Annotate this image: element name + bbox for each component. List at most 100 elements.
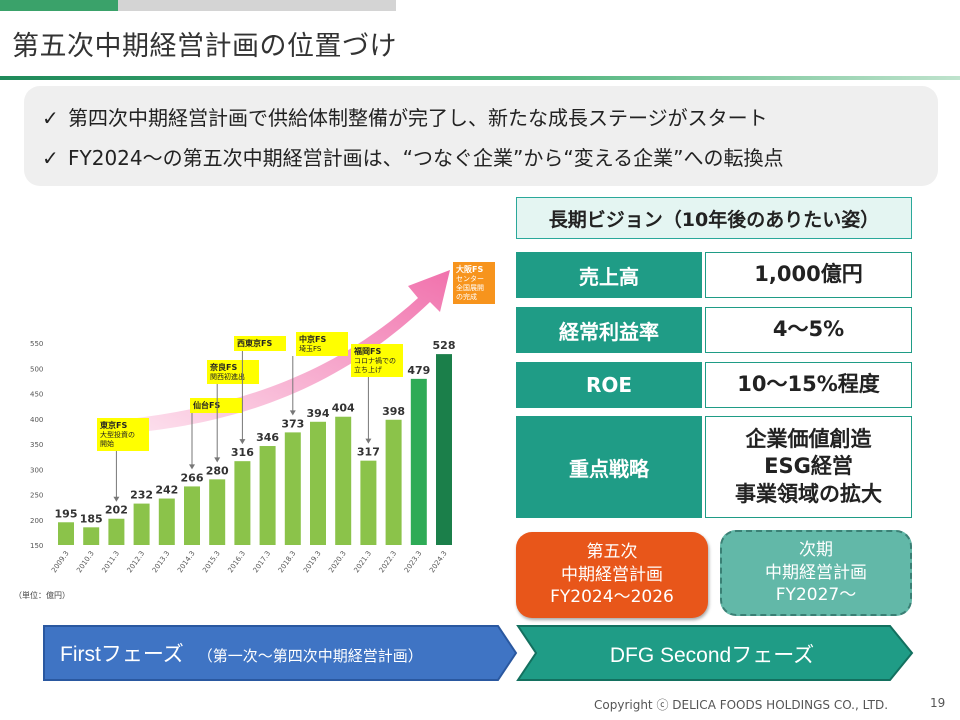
vision-value: 企業価値創造 ESG経営 事業領域の拡大: [705, 416, 912, 518]
strategy-item: 事業領域の拡大: [735, 481, 882, 506]
second-phase-arrow: [516, 625, 914, 681]
chart-bar: [335, 416, 352, 545]
vision-label: 売上高: [516, 252, 702, 298]
x-tick-label: 2018.3: [277, 550, 298, 575]
callout-box: [453, 262, 495, 304]
summary-bullet: ✓ FY2024～の第五次中期経営計画は、“つなぐ企業”から“変える企業”への転換…: [42, 142, 783, 171]
x-tick-label: 2020.3: [327, 550, 348, 575]
vision-row-sales: 売上高 1,000億円: [516, 252, 912, 298]
chart-bar: [259, 446, 276, 545]
header-accent-bar: [0, 0, 118, 11]
callout-text: 関西初進出: [210, 372, 245, 381]
bar-value-label: 394: [307, 407, 330, 420]
chart-bar: [385, 419, 402, 545]
callout-box: [296, 332, 348, 356]
bar-value-label: 528: [433, 339, 456, 352]
chart-bar: [108, 518, 125, 545]
phase-arrows: Firstフェーズ （第一次～第四次中期経営計画） DFG Secondフェーズ: [43, 625, 914, 681]
x-tick-label: 2012.3: [126, 550, 147, 575]
y-tick-label: 500: [30, 365, 43, 373]
vision-value: 10～15%程度: [705, 362, 912, 408]
callout-text: 中京FS: [299, 334, 326, 344]
growth-arrow: [120, 270, 450, 434]
page-number: 19: [930, 696, 946, 710]
x-tick-label: 2009.3: [50, 550, 71, 575]
bullet-text: 第四次中期経営計画で供給体制整備が完了し、新たな成長ステージがスタート: [68, 106, 768, 130]
callout-arrowhead: [189, 464, 195, 470]
callout-arrowhead: [239, 439, 246, 445]
x-tick-label: 2021.3: [352, 550, 373, 575]
x-tick-label: 2022.3: [378, 550, 399, 575]
callout-text: 大型投資の: [100, 430, 135, 439]
first-phase-label: Firstフェーズ: [60, 643, 184, 666]
chart-bar: [410, 378, 427, 545]
callout-box: [351, 344, 403, 377]
callout-text: コロナ禍での: [354, 356, 396, 365]
callout-text: 奈良FS: [209, 362, 237, 372]
summary-bullet: ✓ 第四次中期経営計画で供給体制整備が完了し、新たな成長ステージがスタート: [42, 102, 768, 131]
callout-arrowhead: [365, 438, 372, 444]
vision-value: 4～5%: [705, 307, 912, 353]
x-tick-label: 2019.3: [302, 550, 323, 575]
bar-value-label: 202: [105, 504, 128, 517]
summary-box: ✓ 第四次中期経営計画で供給体制整備が完了し、新たな成長ステージがスタート ✓ FY…: [24, 86, 938, 186]
x-tick-label: 2023.3: [403, 550, 424, 575]
bar-value-label: 398: [382, 405, 405, 418]
vision-value: 1,000億円: [705, 252, 912, 298]
chart-bar: [83, 527, 100, 545]
vision-label: ROE: [516, 362, 702, 408]
bar-value-label: 404: [332, 402, 355, 415]
callout-text: 仙台FS: [193, 400, 220, 410]
bar-value-label: 185: [80, 512, 103, 525]
plan-line: FY2027～: [775, 585, 857, 606]
second-phase-label: DFG Secondフェーズ: [610, 644, 814, 667]
bar-value-label: 317: [357, 446, 380, 459]
plan-line: 中期経営計画: [765, 562, 867, 583]
callout-text: 開始: [100, 439, 114, 448]
callout-box: [234, 336, 286, 351]
chart-bar: [234, 461, 251, 545]
plan-line: FY2024～2026: [550, 587, 674, 608]
strategy-item: 企業価値創造: [745, 427, 872, 452]
vision-row-strategy: 重点戦略 企業価値創造 ESG経営 事業領域の拡大: [516, 416, 912, 518]
chart-bar: [360, 460, 377, 545]
header-gray-bar: [118, 0, 396, 11]
unit-label: （単位：億円）: [14, 590, 70, 600]
next-plan-box: 次期 中期経営計画 FY2027～: [720, 530, 912, 616]
vision-header: 長期ビジョン（10年後のありたい姿）: [516, 197, 912, 239]
chart-bar: [436, 354, 452, 545]
chart-bar: [58, 522, 74, 545]
vision-label: 重点戦略: [516, 416, 702, 518]
plan-line: 中期経営計画: [561, 564, 663, 585]
plan-line: 第五次: [586, 541, 638, 562]
x-tick-label: 2017.3: [252, 550, 273, 575]
first-phase-arrow: [43, 625, 518, 681]
strategy-item: ESG経営: [764, 454, 853, 479]
vision-label: 経常利益率: [516, 307, 702, 353]
bar-value-label: 195: [55, 507, 78, 520]
bar-value-label: 479: [407, 364, 430, 377]
y-tick-label: 200: [30, 517, 43, 525]
y-tick-label: 250: [30, 492, 43, 500]
callout-text: 埼玉FS: [299, 344, 322, 353]
chart-bar: [158, 498, 175, 545]
chart-bar: [184, 486, 200, 545]
bar-value-label: 316: [231, 446, 254, 459]
y-tick-label: 350: [30, 441, 43, 449]
callout-text: 大阪FS: [456, 264, 483, 274]
copyright: Copyright ⓒ DELICA FOODS HOLDINGS CO., L…: [594, 698, 889, 712]
bullet-text: FY2024～の第五次中期経営計画は、“つなぐ企業”から“変える企業”への転換点: [68, 146, 784, 170]
callout-text: センター: [456, 274, 484, 283]
y-tick-label: 550: [30, 340, 43, 348]
check-icon: ✓: [42, 146, 59, 170]
y-tick-label: 400: [30, 416, 43, 424]
current-plan-box: 第五次 中期経営計画 FY2024～2026: [516, 532, 708, 618]
callout-arrowhead: [214, 457, 221, 463]
x-tick-label: 2015.3: [201, 550, 222, 575]
x-tick-label: 2024.3: [428, 550, 449, 575]
chart-bar: [310, 421, 326, 545]
y-tick-label: 150: [30, 542, 43, 550]
chart-bar: [133, 503, 150, 545]
title-divider: [0, 76, 960, 80]
first-phase-sublabel: （第一次～第四次中期経営計画）: [198, 647, 423, 665]
